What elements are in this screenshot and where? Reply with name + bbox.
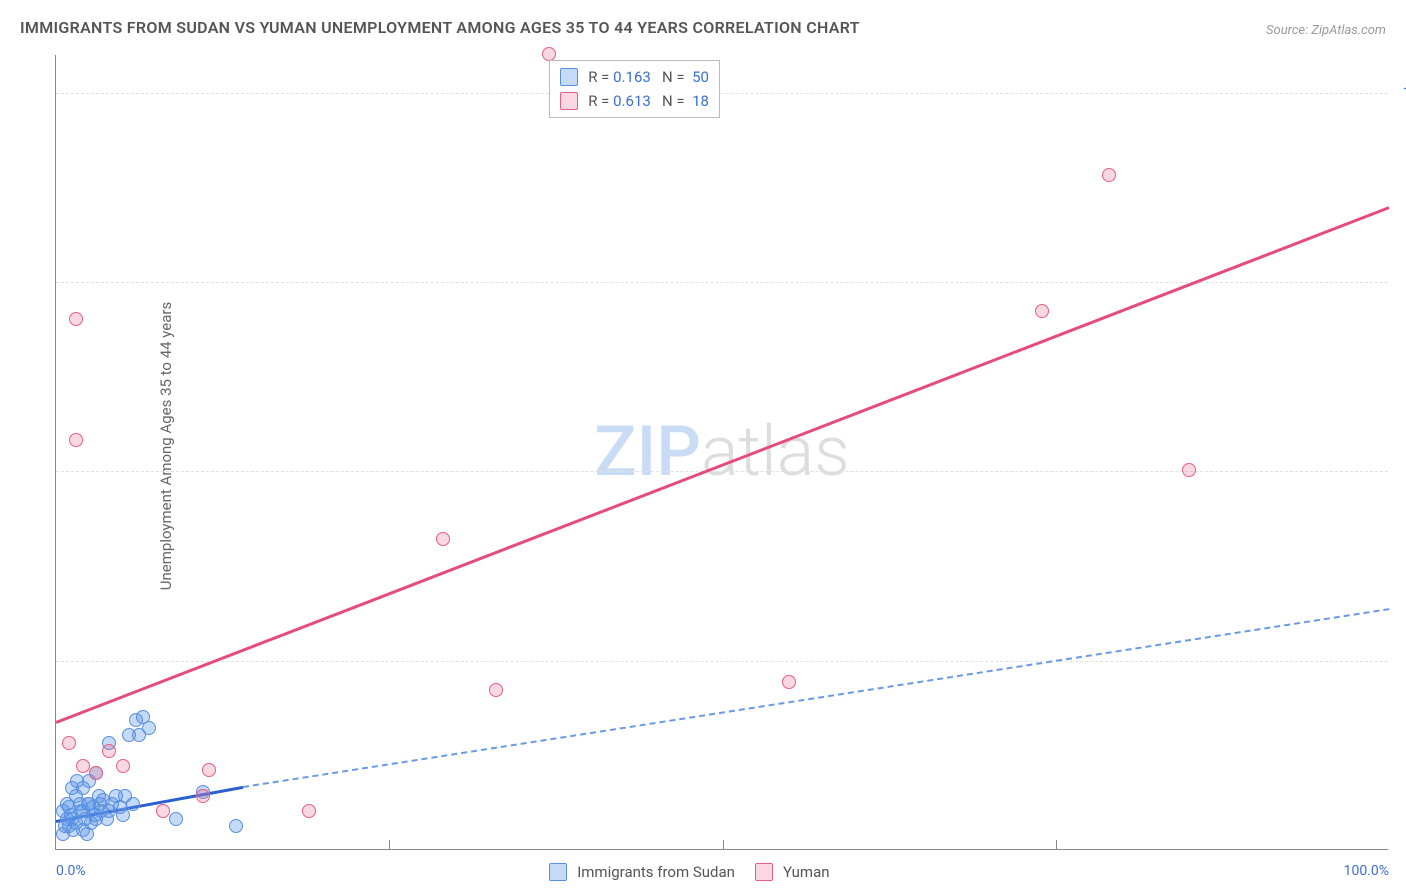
correlation-legend: R = 0.163 N = 50R = 0.613 N = 18 [549,60,720,118]
legend-swatch [560,92,578,110]
gridline-v [389,840,390,850]
data-point [76,759,90,773]
source-label: Source: ZipAtlas.com [1266,23,1386,38]
data-point [126,797,140,811]
data-point [229,819,243,833]
chart-title: IMMIGRANTS FROM SUDAN VS YUMAN UNEMPLOYM… [20,18,860,37]
data-point [102,744,116,758]
legend-swatch [549,863,567,881]
data-point [89,766,103,780]
data-point [1035,304,1049,318]
data-point [169,812,183,826]
data-point [542,47,556,61]
data-point [69,312,83,326]
plot-area: ZIPatlas 25.0%50.0%75.0%100.0%0.0%100.0%… [55,55,1388,850]
legend-row: R = 0.163 N = 50 [560,65,709,89]
data-point [196,789,210,803]
legend-swatch [755,863,773,881]
legend-item: Immigrants from Sudan [549,863,735,881]
data-point [436,532,450,546]
chart-container: IMMIGRANTS FROM SUDAN VS YUMAN UNEMPLOYM… [0,0,1406,892]
data-point [156,804,170,818]
series-legend: Immigrants from Sudan Yuman [549,863,829,881]
data-point [1182,463,1196,477]
trend-line [242,608,1389,788]
data-point [202,763,216,777]
legend-swatch [560,68,578,86]
data-point [116,759,130,773]
legend-label: Yuman [783,863,830,881]
gridline-h [56,93,1388,94]
gridline-v [723,840,724,850]
y-tick-label: 75.0% [1393,274,1406,290]
y-tick-label: 25.0% [1393,653,1406,669]
x-tick-label: 0.0% [56,863,86,879]
data-point [62,736,76,750]
gridline-h [56,661,1388,662]
data-point [93,797,107,811]
legend-label: Immigrants from Sudan [577,863,735,881]
y-tick-label: 100.0% [1393,85,1406,101]
legend-row: R = 0.613 N = 18 [560,89,709,113]
data-point [782,675,796,689]
gridline-v [1056,840,1057,850]
data-point [302,804,316,818]
watermark: ZIPatlas [594,411,850,493]
data-point [142,721,156,735]
data-point [1102,168,1116,182]
x-tick-label: 100.0% [1344,863,1389,879]
data-point [100,812,114,826]
data-point [69,433,83,447]
data-point [489,683,503,697]
y-tick-label: 50.0% [1393,463,1406,479]
legend-item: Yuman [755,863,830,881]
data-point [70,774,84,788]
